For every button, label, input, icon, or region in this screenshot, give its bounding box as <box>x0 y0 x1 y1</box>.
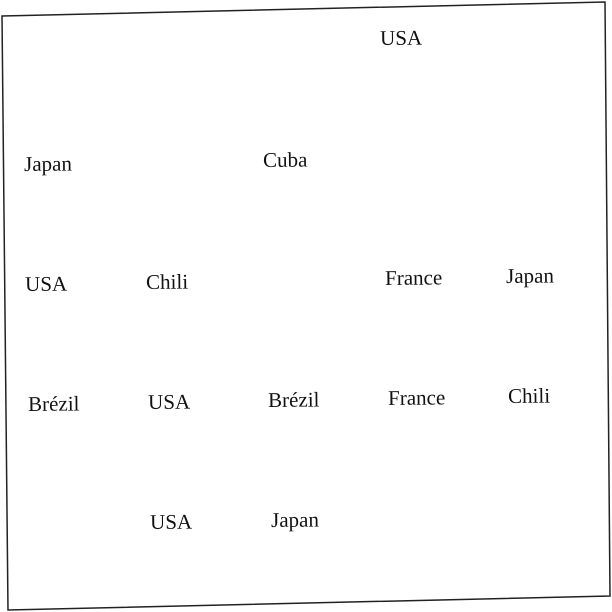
word-japan: Japan <box>270 507 320 532</box>
word-chili: Chili <box>145 269 189 294</box>
word-brezil: Brézil <box>27 391 80 416</box>
word-chili: Chili <box>507 383 551 408</box>
word-usa: USA <box>24 271 68 296</box>
word-usa: USA <box>149 509 193 534</box>
word-cuba: Cuba <box>262 147 308 172</box>
word-france: France <box>384 265 443 290</box>
word-japan: Japan <box>23 151 73 176</box>
word-usa: USA <box>379 25 423 50</box>
word-france: France <box>387 385 446 410</box>
word-usa: USA <box>147 389 191 414</box>
word-brezil: Brézil <box>267 387 320 412</box>
word-japan: Japan <box>505 263 555 288</box>
